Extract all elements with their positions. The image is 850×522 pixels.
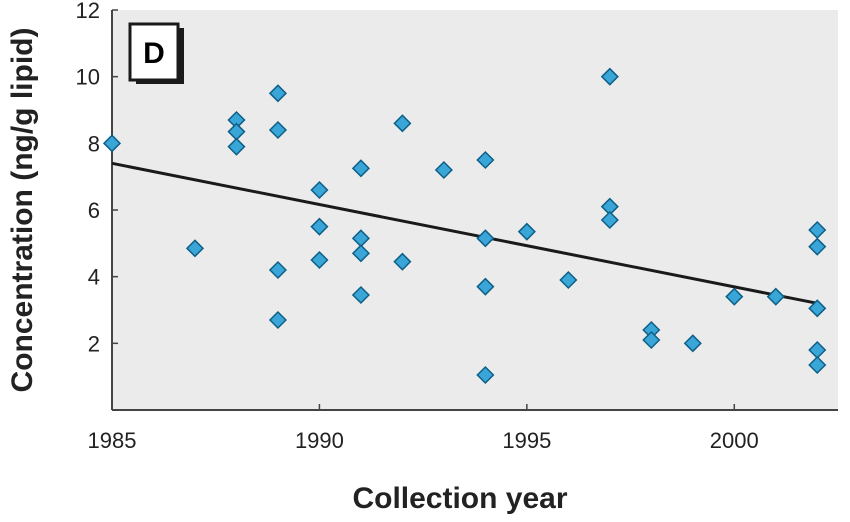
plot-area [112, 10, 838, 410]
data-point [476, 365, 495, 385]
data-point [227, 137, 246, 156]
y-axis-title: Concentration (ng/g lipid) [6, 28, 39, 393]
trend-line-group [111, 161, 818, 305]
data-point [476, 229, 495, 248]
data-point [351, 244, 370, 263]
y-tick-label: 8 [88, 131, 100, 156]
data-point [600, 210, 619, 230]
data-point [476, 150, 495, 170]
y-tick-label: 2 [88, 331, 100, 356]
data-points [102, 67, 827, 385]
y-tick-label: 4 [88, 265, 100, 290]
data-point [683, 334, 702, 353]
y-tick-label: 12 [76, 0, 100, 23]
x-tick-label: 1990 [295, 428, 344, 453]
data-point [517, 222, 536, 241]
data-point [185, 239, 205, 258]
data-point [393, 114, 412, 133]
data-point [310, 217, 329, 236]
tick-labels: 2 4 6 8 10 12 1985 1990 1995 2000 [76, 0, 759, 453]
data-point [766, 287, 785, 306]
x-tick-label: 2000 [710, 428, 759, 453]
y-tick-label: 10 [76, 65, 100, 90]
data-point [600, 67, 619, 86]
data-point [268, 120, 288, 140]
panel-label: D [143, 37, 165, 70]
y-tick-label: 6 [88, 198, 100, 223]
x-tick-label: 1985 [88, 428, 137, 453]
data-point [351, 285, 370, 305]
data-point [310, 180, 329, 200]
panel-label-frame [128, 22, 180, 82]
data-point [310, 250, 329, 270]
data-point [559, 270, 578, 290]
data-point [808, 237, 827, 256]
data-point [725, 287, 744, 306]
trend-line [111, 161, 818, 305]
data-point [642, 330, 661, 350]
data-point [434, 160, 453, 180]
data-point [268, 260, 288, 280]
data-point [268, 84, 288, 103]
x-tick-label: 1995 [502, 428, 551, 453]
data-point [476, 277, 495, 296]
x-axis-title: Collection year [352, 482, 567, 515]
panel-label-box: D [128, 22, 184, 84]
data-point [393, 252, 412, 271]
data-point [102, 134, 122, 153]
data-point [808, 355, 827, 375]
data-point [351, 159, 370, 178]
data-point [268, 310, 288, 330]
data-point [808, 299, 827, 318]
